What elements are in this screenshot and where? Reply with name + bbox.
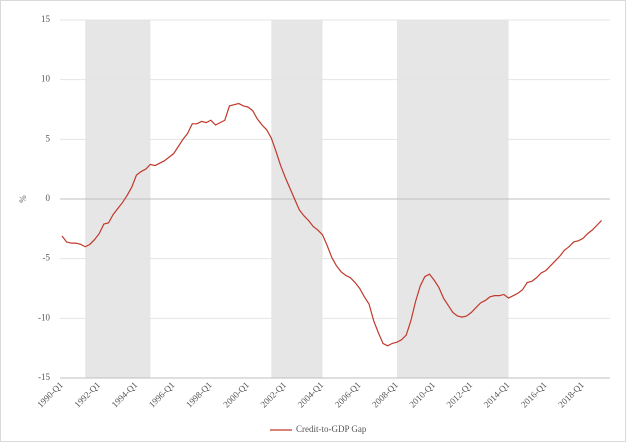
y-tick-label: 0 bbox=[46, 193, 51, 203]
y-tick-label: 10 bbox=[41, 74, 51, 84]
y-tick-label: 15 bbox=[41, 14, 51, 24]
y-tick-label: -5 bbox=[43, 253, 51, 263]
y-tick-label: -10 bbox=[38, 312, 50, 322]
legend-label: Credit-to-GDP Gap bbox=[296, 424, 367, 434]
y-tick-label: -15 bbox=[38, 372, 50, 382]
line-series bbox=[61, 102, 603, 347]
y-tick-label: 5 bbox=[46, 133, 51, 143]
y-axis-label: % bbox=[18, 195, 28, 203]
